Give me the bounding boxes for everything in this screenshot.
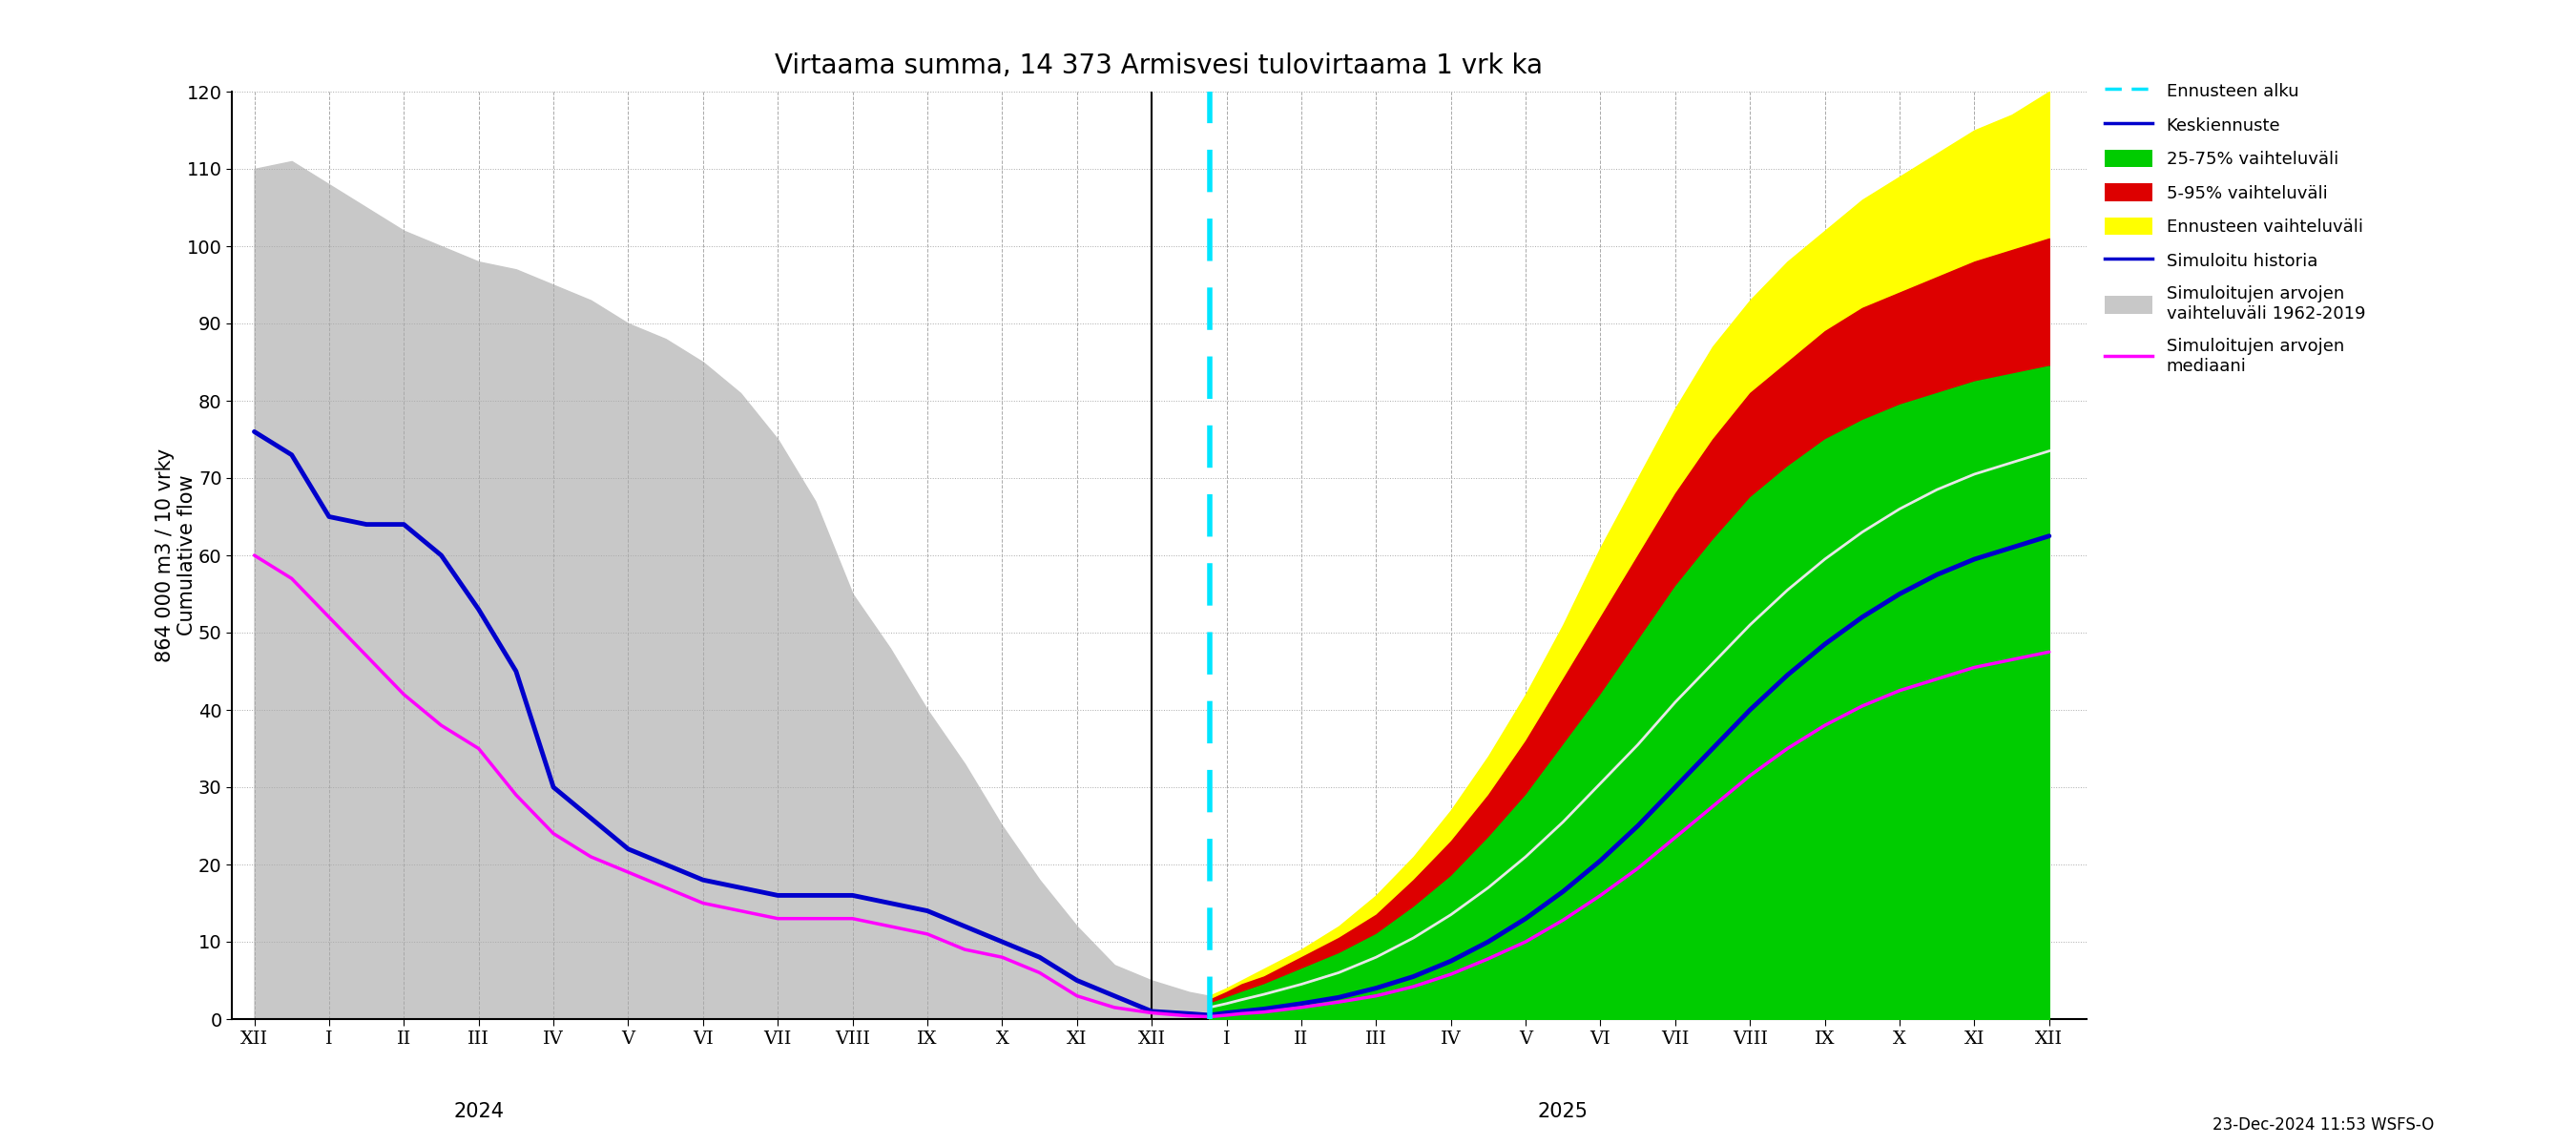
Text: 23-Dec-2024 11:53 WSFS-O: 23-Dec-2024 11:53 WSFS-O	[2213, 1116, 2434, 1134]
Text: 2025: 2025	[1538, 1103, 1589, 1122]
Text: 2024: 2024	[453, 1103, 505, 1122]
Title: Virtaama summa, 14 373 Armisvesi tulovirtaama 1 vrk ka: Virtaama summa, 14 373 Armisvesi tulovir…	[775, 52, 1543, 79]
Y-axis label: 864 000 m3 / 10 vrky
Cumulative flow: 864 000 m3 / 10 vrky Cumulative flow	[155, 449, 196, 662]
Legend: Ennusteen alku, Keskiennuste, 25-75% vaihteluväli, 5-95% vaihteluväli, Ennusteen: Ennusteen alku, Keskiennuste, 25-75% vai…	[2105, 81, 2365, 376]
